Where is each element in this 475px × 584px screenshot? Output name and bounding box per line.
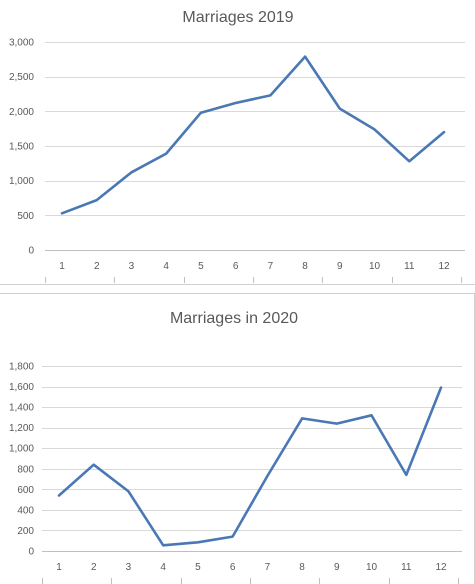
x-tick-label: 1 — [56, 562, 62, 573]
x-tick-label: 3 — [129, 261, 135, 272]
y-tick-label: 1,600 — [9, 382, 34, 393]
chart-title: Marriages 2019 — [182, 9, 293, 26]
x-tick-label: 8 — [299, 562, 305, 573]
y-tick-label: 1,200 — [9, 423, 34, 434]
x-tick-label: 8 — [302, 261, 308, 272]
y-tick-label: 1,400 — [9, 403, 34, 414]
x-tick-label: 12 — [435, 562, 447, 573]
x-tick-label: 7 — [265, 562, 271, 573]
y-tick-label: 500 — [17, 211, 34, 222]
chart-title: Marriages in 2020 — [170, 310, 298, 327]
y-tick-label: 800 — [17, 464, 34, 475]
x-tick-label: 10 — [366, 562, 378, 573]
x-tick-label: 10 — [369, 261, 381, 272]
marriages-2019-chart: Marriages 2019 0 500 1,000 1,500 2,000 2,500 3… — [9, 9, 465, 283]
y-tick-label: 1,000 — [9, 176, 34, 187]
x-tick-label: 11 — [401, 562, 412, 573]
y-tick-label: 0 — [28, 547, 34, 558]
x-tick-label: 1 — [59, 261, 65, 272]
x-tick-label: 7 — [268, 261, 274, 272]
x-tick-label: 12 — [438, 261, 450, 272]
x-tick-label: 2 — [91, 562, 97, 573]
series-line — [60, 55, 446, 215]
x-tick-label: 11 — [404, 261, 415, 272]
x-tick-label: 6 — [233, 261, 239, 272]
x-tick-label: 9 — [337, 261, 343, 272]
x-tick-label: 5 — [195, 562, 201, 573]
x-tick-label: 3 — [126, 562, 132, 573]
y-tick-label: 3,000 — [9, 38, 34, 49]
y-tick-label: 200 — [17, 526, 34, 537]
y-tick-label: 400 — [17, 505, 34, 516]
x-tick-label: 4 — [160, 562, 166, 573]
x-tick-label: 4 — [163, 261, 169, 272]
y-tick-label: 1,800 — [9, 362, 34, 373]
y-tick-label: 0 — [28, 246, 34, 257]
y-tick-label: 2,000 — [9, 107, 34, 118]
y-tick-label: 1,000 — [9, 444, 34, 455]
x-tick-label: 9 — [334, 562, 340, 573]
series-line — [57, 386, 443, 547]
marriages-2020-chart: Marriages in 2020 0 200 400 600 800 1,000 1,20… — [9, 310, 462, 584]
x-tick-label: 2 — [94, 261, 100, 272]
x-tick-label: 6 — [230, 562, 236, 573]
y-tick-label: 1,500 — [9, 142, 34, 153]
x-tick-label: 5 — [198, 261, 204, 272]
y-tick-label: 600 — [17, 485, 34, 496]
y-tick-label: 2,500 — [9, 72, 34, 83]
